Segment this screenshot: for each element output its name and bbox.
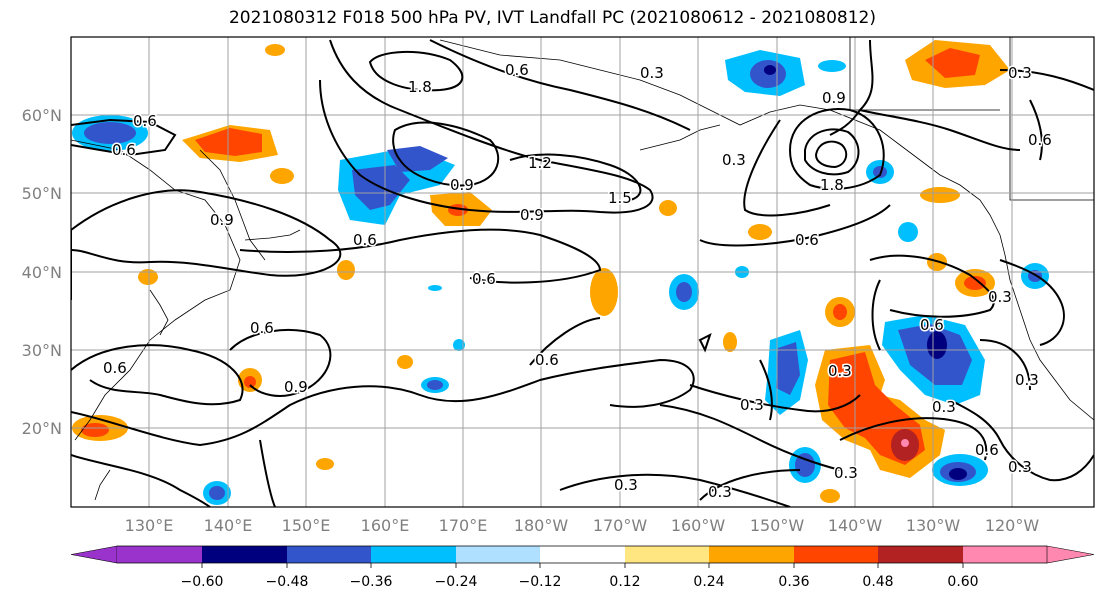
lat-label: 60°N [22,106,62,125]
contour-label: 0.3 [932,398,956,416]
colorbar-segment [117,546,202,563]
lat-label: 20°N [22,419,62,438]
lat-label: 50°N [22,184,62,203]
contour-label: 1.8 [820,176,844,194]
latitude-labels: 60°N 50°N 40°N 30°N 20°N [22,106,62,438]
lon-label: 180°W [514,516,569,535]
lon-label: 170°E [439,516,488,535]
lon-label: 160°E [361,516,410,535]
lon-label: 160°W [671,516,726,535]
contour-label: 0.6 [795,231,819,249]
contour-label: 0.3 [740,396,764,414]
contour-label: 0.3 [828,362,852,380]
lon-label: 170°W [593,516,648,535]
lon-label: 150°E [282,516,331,535]
contour-label: 0.9 [450,176,474,194]
contour-label: 0.3 [1015,371,1039,389]
contour-label: 0.3 [708,483,732,501]
colorbar-tick-label: 0.24 [693,574,724,590]
contour-label: 0.9 [210,211,234,229]
lon-label: 130°E [125,516,174,535]
contour-label: 0.6 [975,441,999,459]
colorbar-segment [287,546,371,563]
colorbar-segment [878,546,963,563]
colorbar-tick-label: −0.12 [519,574,562,590]
contour-label: 0.9 [284,378,308,396]
contour-labels: 0.6 0.6 1.8 0.6 0.9 0.3 0.9 1.2 1.5 0.9 … [102,60,1054,503]
colorbar-tick-label: 0.60 [947,574,978,590]
contour-label: 0.9 [520,206,544,224]
contour-label: 0.3 [1008,458,1032,476]
colorbar-segment [202,546,287,563]
colorbar-tick-label: 0.36 [778,574,809,590]
contour-label: 0.3 [834,464,858,482]
ivt-contours [71,39,1094,507]
colorbar-segment [540,546,625,563]
contour-label: 0.6 [112,141,136,159]
lon-label: 140°E [204,516,253,535]
colorbar-segment [625,546,709,563]
contour-label: 0.3 [640,64,664,82]
contour-label: 0.6 [472,270,496,288]
contour-label: 1.5 [608,189,632,207]
contour-label: 0.6 [505,61,529,79]
contour-label: 0.6 [920,316,944,334]
colorbar-tick-label: 0.48 [862,574,893,590]
contour-label: 1.8 [408,78,432,96]
map-title: 2021080312 F018 500 hPa PV, IVT Landfall… [228,8,876,28]
map-frame [70,36,1095,508]
colorbar-tick-label: −0.36 [350,574,393,590]
contour-label: 1.2 [528,154,552,172]
contour-label: 0.6 [353,231,377,249]
colorbar-tick-label: 0.12 [609,574,640,590]
colorbar-segment [794,546,878,563]
contour-label: 0.6 [1028,131,1052,149]
lat-label: 30°N [22,341,62,360]
colorbar-segment [1046,545,1095,564]
colorbar-tick-label: −0.48 [266,574,309,590]
lon-label: 150°W [750,516,805,535]
lon-label: 140°W [828,516,883,535]
longitude-labels: 130°E 140°E 150°E 160°E 170°E 180°W 170°… [125,516,1040,535]
contour-label: 0.6 [535,351,559,369]
lat-label: 40°N [22,263,62,282]
lon-label: 130°W [906,516,961,535]
contour-label: 0.6 [133,112,157,130]
contour-label: 0.3 [722,151,746,169]
colorbar-segment [70,545,118,564]
colorbar-segment [371,546,456,563]
colorbar-tick-label: −0.24 [435,574,478,590]
contour-label: 0.3 [988,288,1012,306]
contour-label: 0.3 [1008,64,1032,82]
colorbar-segment [456,546,540,563]
contour-label: 0.6 [103,359,127,377]
contour-label: 0.3 [614,476,638,494]
contour-label: 0.9 [822,89,846,107]
contour-label: 0.6 [250,319,274,337]
colorbar-tick-label: −0.60 [181,574,224,590]
colorbar-segment [963,546,1047,563]
colorbar-segment [709,546,794,563]
lon-label: 120°W [985,516,1040,535]
colorbar: −0.60 −0.48 −0.36 −0.24 −0.12 0.12 0.24 … [70,545,1095,590]
